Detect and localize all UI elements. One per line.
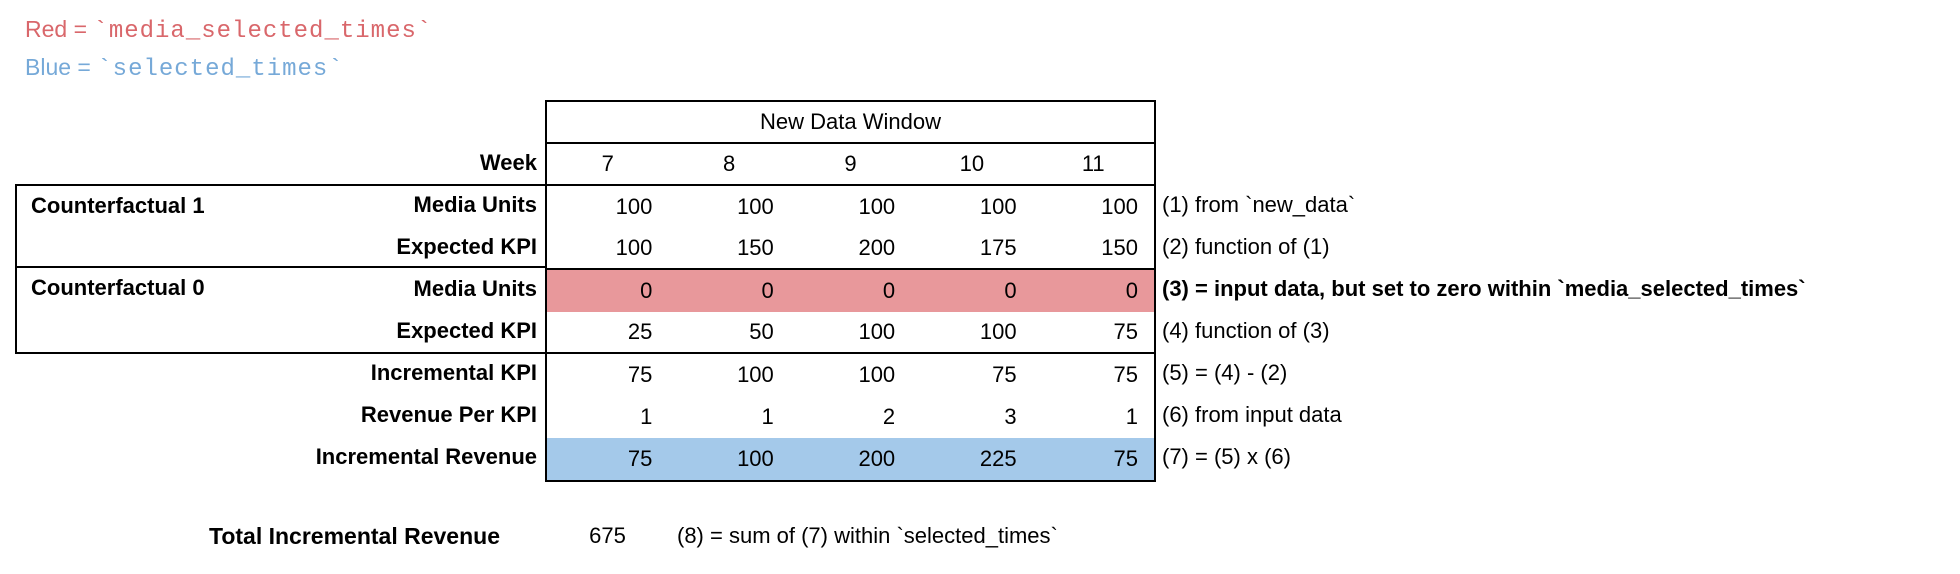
table-cell: 0 [640, 278, 653, 303]
week-row-label: Week [479, 150, 537, 175]
total-incremental-revenue-label: Total Incremental Revenue [209, 523, 500, 549]
week-9-header: 9 [844, 151, 857, 176]
annotation-8: (8) = sum of (7) within `selected_times` [677, 523, 1058, 548]
row-label-incremental-kpi: Incremental KPI [370, 360, 537, 385]
row-label-cf1-expected-kpi: Expected KPI [396, 234, 537, 259]
table-cell: 1 [640, 404, 653, 429]
table-row-revenue-per-kpi: 1 1 2 3 1 [547, 396, 1154, 438]
table-cell: 200 [858, 446, 896, 471]
annotation-1: (1) from `new_data` [1162, 192, 1356, 217]
table-cell: 75 [1113, 446, 1138, 471]
table-cell: 200 [858, 235, 896, 260]
table-cell: 0 [1004, 278, 1017, 303]
table-cell: 0 [761, 278, 774, 303]
row-label-cf0-media-units: Media Units [413, 276, 537, 301]
row-label-incremental-revenue: Incremental Revenue [315, 444, 537, 469]
table-row-incremental-kpi: 75 100 100 75 75 [547, 354, 1154, 396]
table-row-cf1-media-units: 100 100 100 100 100 [547, 186, 1154, 228]
annotation-5: (5) = (4) - (2) [1162, 360, 1288, 385]
table-cell: 75 [992, 362, 1017, 387]
table-cell: 1 [761, 404, 774, 429]
table-cell: 75 [1113, 362, 1138, 387]
table-cell: 75 [1113, 319, 1138, 344]
table-cell: 1 [1125, 404, 1138, 429]
counterfactual-0-label: Counterfactual 0 [31, 275, 205, 300]
legend-red-code: `media_selected_times` [93, 18, 433, 45]
table-cell: 75 [627, 446, 653, 471]
annotation-7: (7) = (5) x (6) [1162, 444, 1291, 469]
legend-blue-equals: = [71, 54, 98, 80]
table-row-cf0-expected-kpi: 25 50 100 100 75 [547, 312, 1154, 354]
table-cell: 100 [858, 319, 896, 344]
row-label-cf0-expected-kpi: Expected KPI [396, 318, 537, 343]
table-cell: 50 [749, 319, 774, 344]
counterfactual-0-box: Counterfactual 0 [15, 266, 547, 354]
table-cell: 100 [1101, 194, 1138, 219]
table-cell: 100 [737, 362, 774, 387]
table-cell: 0 [882, 278, 896, 303]
table-cell: 100 [979, 319, 1017, 344]
legend-blue-code: `selected_times` [97, 56, 344, 83]
table-cell: 3 [1004, 404, 1017, 429]
counterfactual-1-box: Counterfactual 1 [15, 184, 547, 268]
table-cell: 2 [882, 404, 896, 429]
table-cell: 100 [615, 194, 653, 219]
week-11-header: 11 [1081, 151, 1105, 176]
annotation-4: (4) function of (3) [1162, 318, 1330, 343]
table-cell: 25 [627, 319, 653, 344]
annotation-6: (6) from input data [1162, 402, 1342, 427]
table-cell: 150 [1101, 235, 1138, 260]
table-cell: 100 [858, 362, 896, 387]
table-cell: 0 [1125, 278, 1138, 303]
table-row-cf0-media-units-highlight-red: 0 0 0 0 0 [547, 270, 1154, 312]
table-cell: 175 [979, 235, 1017, 260]
legend-red-line: Red = `media_selected_times` [25, 16, 432, 45]
table-row-cf1-expected-kpi: 100 150 200 175 150 [547, 228, 1154, 270]
week-8-header: 8 [722, 151, 736, 176]
table-cell: 100 [737, 446, 774, 471]
annotation-3: (3) = input data, but set to zero within… [1162, 276, 1806, 301]
legend-blue-label: Blue [25, 54, 72, 80]
week-numbers-row: 7 8 9 10 11 [547, 144, 1154, 186]
counterfactual-1-label: Counterfactual 1 [31, 193, 205, 218]
total-incremental-revenue-value: 675 [589, 523, 626, 548]
week-10-header: 10 [959, 151, 985, 176]
table-cell: 150 [737, 235, 774, 260]
table-cell: 75 [627, 362, 653, 387]
row-label-revenue-per-kpi: Revenue Per KPI [360, 402, 537, 427]
legend-blue-line: Blue = `selected_times` [25, 54, 344, 83]
new-data-window-header: New Data Window [547, 102, 1154, 144]
table-row-incremental-revenue-highlight-blue: 75 100 200 225 75 [547, 438, 1154, 480]
row-label-cf1-media-units: Media Units [413, 192, 537, 217]
week-7-header: 7 [601, 151, 614, 176]
table-cell: 100 [615, 235, 653, 260]
legend-red-label: Red [25, 16, 68, 42]
table-cell: 225 [979, 446, 1017, 471]
legend-red-equals: = [67, 16, 94, 42]
table-cell: 100 [737, 194, 774, 219]
data-table: New Data Window 7 8 9 10 11 100 100 100 … [545, 100, 1156, 482]
table-cell: 100 [858, 194, 896, 219]
table-cell: 100 [979, 194, 1017, 219]
annotation-2: (2) function of (1) [1162, 234, 1330, 259]
